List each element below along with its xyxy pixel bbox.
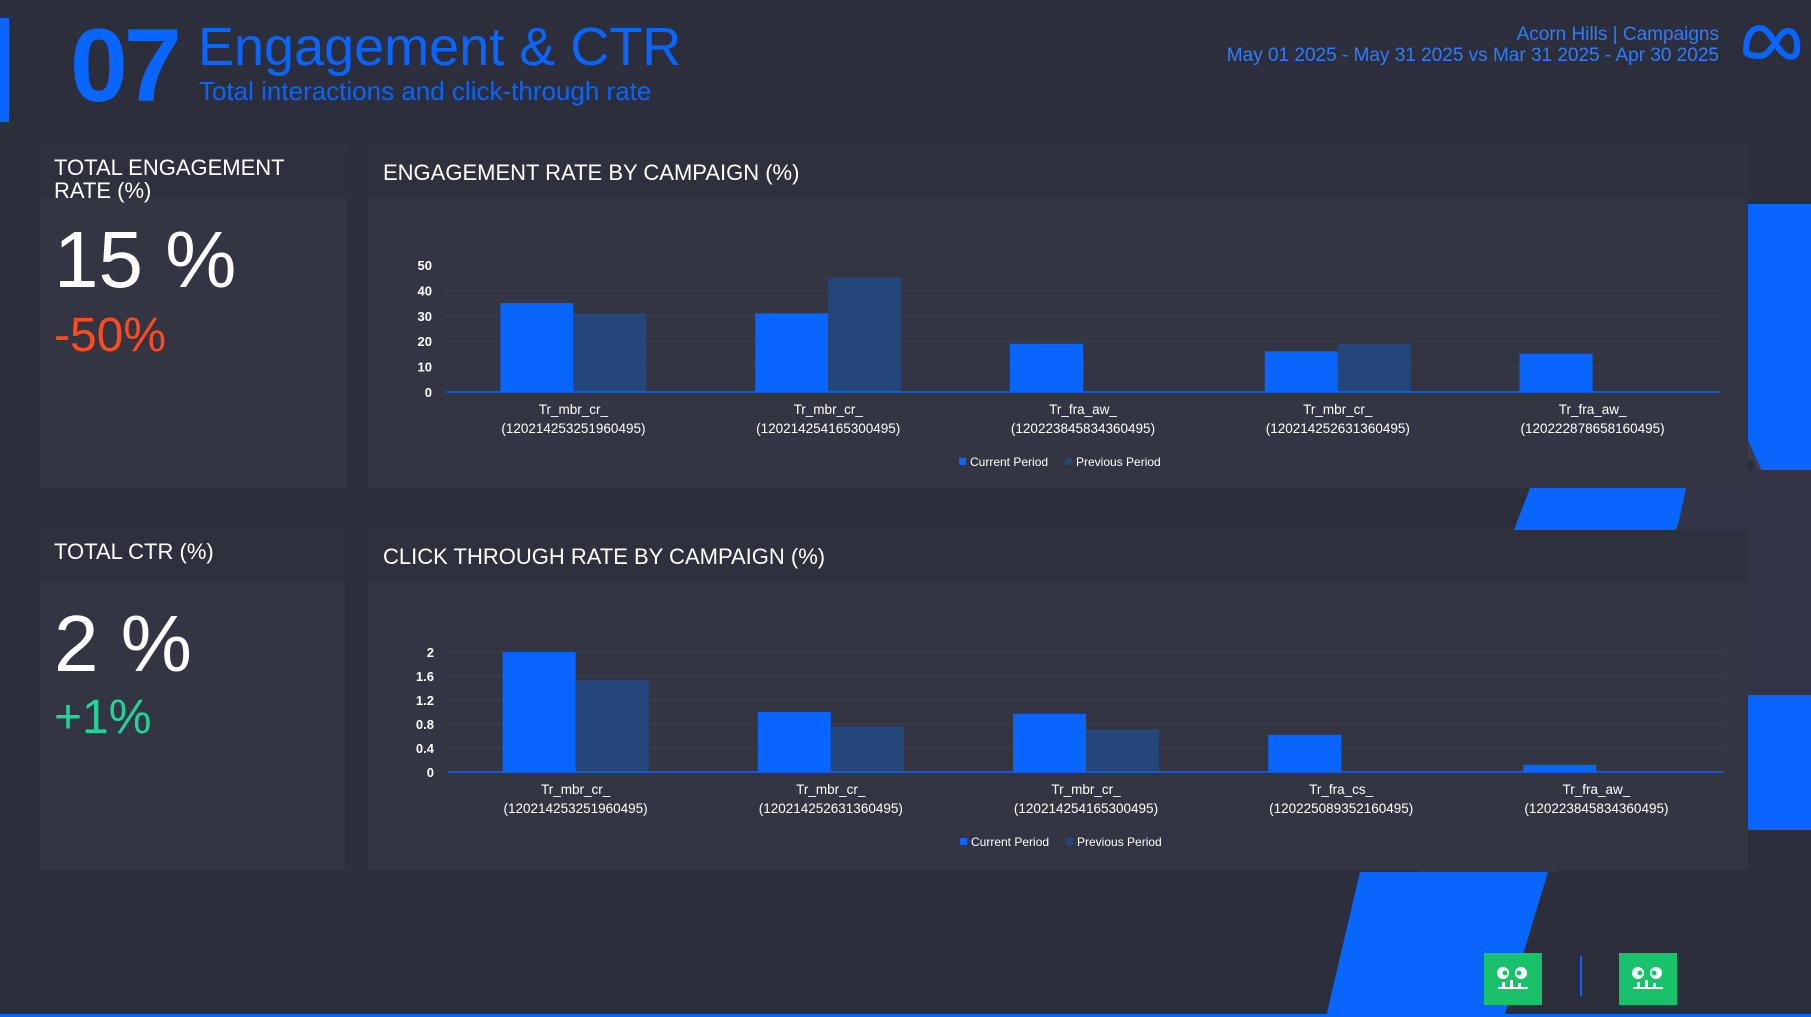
bar-previous: [830, 726, 904, 772]
bar-current: [1519, 353, 1593, 392]
bar-current: [1268, 734, 1342, 772]
kpi-title-ctr: TOTAL CTR (%): [54, 539, 214, 564]
x-tick-label: Tr_mbr_cr_: [539, 402, 609, 417]
page-title: Engagement & CTR: [198, 17, 682, 77]
y-tick-label: 1.2: [416, 693, 434, 708]
bar-current: [500, 303, 574, 392]
x-tick-label: Tr_mbr_cr_: [794, 402, 864, 417]
y-tick-label: 20: [418, 334, 432, 349]
y-tick-label: 0.8: [416, 717, 434, 732]
chart-card-header: [368, 146, 1748, 198]
x-tick-label: Tr_mbr_cr_: [796, 782, 866, 797]
kpi-value-engagement: 15 %: [54, 215, 237, 304]
bar-current: [502, 652, 576, 772]
footer-divider: [1580, 956, 1582, 996]
header-accent-bar: [0, 18, 9, 122]
x-tick-label: (120214253251960495): [504, 801, 648, 816]
kpi-value-ctr: 2 %: [54, 599, 192, 688]
x-tick-label: (120214254165300495): [756, 421, 900, 436]
x-tick-label: Tr_fra_aw_: [1049, 402, 1117, 417]
legend-label: Current Period: [971, 835, 1049, 849]
kpi-card-header: [40, 530, 345, 582]
bar-previous: [1086, 729, 1159, 772]
y-tick-label: 1.6: [416, 669, 434, 684]
bar-current: [1010, 343, 1083, 392]
legend-label: Previous Period: [1077, 835, 1162, 849]
x-tick-label: Tr_mbr_cr_: [1303, 402, 1373, 417]
y-tick-label: 0.4: [416, 741, 435, 756]
legend-label: Previous Period: [1076, 455, 1161, 469]
bottom-accent-line: [0, 1014, 1811, 1017]
kpi-card-header: [40, 146, 347, 198]
chart-card-ctr: CLICK THROUGH RATE BY CAMPAIGN (%) 0 0.4 0…: [368, 530, 1748, 870]
y-tick-label: 30: [418, 309, 432, 324]
bar-previous: [573, 313, 647, 392]
bar-current: [1264, 351, 1338, 392]
chart-card-header: [368, 530, 1748, 582]
meta-infinity-icon: [1743, 25, 1801, 60]
x-tick-label: Tr_mbr_cr_: [541, 782, 611, 797]
x-tick-label: (120225089352160495): [1269, 801, 1413, 816]
page-subtitle: Total interactions and click-through rat…: [199, 76, 652, 106]
bar-current: [757, 712, 831, 772]
bar-current: [755, 313, 829, 392]
chart-title-ctr: CLICK THROUGH RATE BY CAMPAIGN (%): [383, 544, 826, 569]
x-tick-label: Tr_fra_aw_: [1559, 402, 1627, 417]
robot-face-icon: [1619, 953, 1677, 1005]
kpi-title-engagement: TOTAL ENGAGEMENT RATE (%): [54, 155, 285, 203]
chart-title-engagement: ENGAGEMENT RATE BY CAMPAIGN (%): [383, 160, 800, 185]
bar-current: [1013, 713, 1086, 772]
date-range: May 01 2025 - May 31 2025 vs Mar 31 2025…: [1226, 45, 1719, 66]
chart-card-engagement: ENGAGEMENT RATE BY CAMPAIGN (%) 0 10 20 30 4…: [368, 146, 1748, 488]
legend-label: Current Period: [970, 455, 1048, 469]
legend-swatch: [1066, 838, 1073, 845]
click-through-rate-chart: 0 0.4 0.8 1.2 1.6 2 Tr_mbr_cr_ (120214253251960…: [416, 645, 1724, 849]
x-tick-label: (120222878658160495): [1521, 421, 1665, 436]
y-tick-label: 40: [418, 283, 432, 298]
bar-current: [1523, 764, 1597, 772]
engagement-rate-chart: 0 10 20 30 40 50 Tr_mbr_cr_ (120214253251960495…: [418, 258, 1720, 469]
kpi-delta-engagement: -50%: [54, 309, 167, 362]
y-tick-label: 0: [425, 385, 432, 400]
x-tick-label: Tr_fra_aw_: [1563, 782, 1631, 797]
kpi-card-ctr: TOTAL CTR (%) 2 % +1%: [40, 530, 345, 870]
x-tick-label: (120214252631360495): [759, 801, 903, 816]
kpi-delta-ctr: +1%: [54, 691, 152, 744]
x-tick-label: Tr_mbr_cr_: [1051, 782, 1121, 797]
bar-previous: [1337, 343, 1411, 392]
x-tick-label: (120223845834360495): [1011, 421, 1155, 436]
kpi-card-engagement: TOTAL ENGAGEMENT RATE (%) 15 % -50%: [40, 146, 347, 488]
bar-previous: [575, 680, 649, 772]
x-tick-label: (120214254165300495): [1014, 801, 1158, 816]
x-tick-label: Tr_fra_cs_: [1309, 782, 1374, 797]
legend-swatch: [1065, 458, 1072, 465]
legend-swatch: [960, 838, 967, 845]
y-tick-label: 50: [418, 258, 432, 273]
legend-swatch: [959, 458, 966, 465]
y-tick-label: 2: [427, 645, 434, 660]
robot-face-icon: [1484, 953, 1542, 1005]
account-name: Acorn Hills | Campaigns: [1516, 24, 1719, 45]
x-tick-label: (120214252631360495): [1266, 421, 1410, 436]
report-meta: Acorn Hills | Campaigns May 01 2025 - Ma…: [1227, 24, 1719, 66]
x-tick-label: (120223845834360495): [1524, 801, 1668, 816]
x-tick-label: (120214253251960495): [501, 421, 645, 436]
y-tick-label: 10: [418, 360, 432, 375]
section-number: 07: [70, 8, 182, 124]
bar-previous: [828, 277, 902, 392]
y-tick-label: 0: [427, 765, 434, 780]
